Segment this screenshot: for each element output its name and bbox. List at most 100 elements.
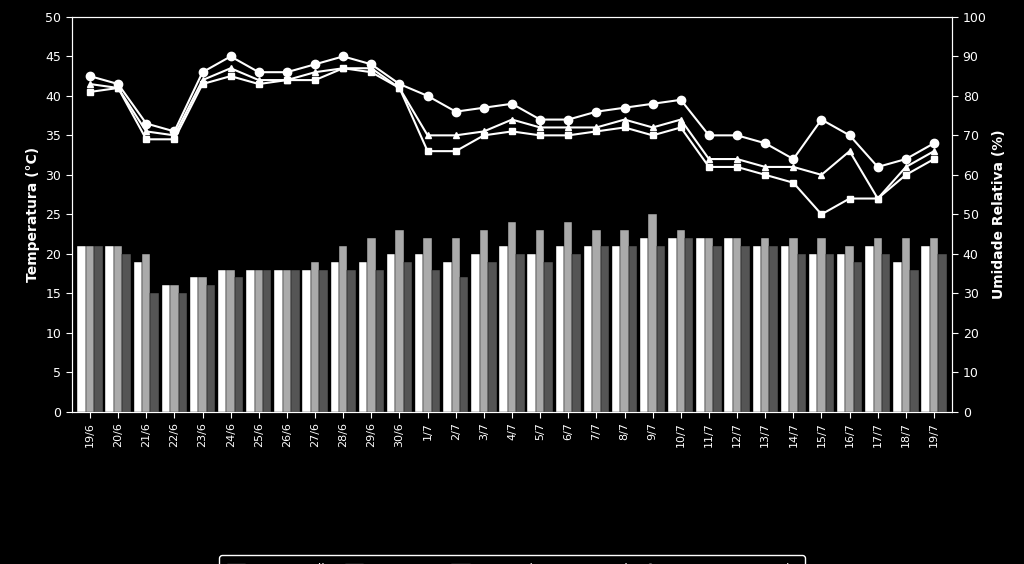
Bar xyxy=(246,270,255,412)
Bar xyxy=(545,262,553,412)
UR min xyxy=(337,65,349,72)
Bar xyxy=(769,246,778,412)
Bar xyxy=(488,262,497,412)
UR max xyxy=(675,96,687,103)
UR min xyxy=(224,73,237,80)
Bar xyxy=(508,222,516,412)
UR med xyxy=(534,124,546,131)
Legend: Temp. media, Temp. max, Temp. min, UR med, UR max, UR min: Temp. media, Temp. max, Temp. min, UR me… xyxy=(219,555,805,564)
UR min xyxy=(900,171,912,178)
UR med xyxy=(112,85,124,91)
UR max xyxy=(393,81,406,87)
UR min xyxy=(702,164,715,170)
UR med xyxy=(590,124,602,131)
UR max xyxy=(900,156,912,162)
Bar xyxy=(910,270,919,412)
Line: UR min: UR min xyxy=(87,65,937,217)
Bar xyxy=(668,238,677,412)
Bar xyxy=(443,262,452,412)
Bar xyxy=(592,230,601,412)
Bar xyxy=(142,254,151,412)
UR med xyxy=(281,77,293,83)
Bar xyxy=(696,238,705,412)
Bar xyxy=(713,246,722,412)
UR min xyxy=(562,132,574,139)
UR med xyxy=(366,65,378,72)
UR med xyxy=(702,156,715,162)
UR med xyxy=(506,116,518,123)
UR med xyxy=(140,128,153,135)
Bar xyxy=(601,246,609,412)
UR max xyxy=(562,116,574,123)
Bar xyxy=(226,270,234,412)
Bar xyxy=(460,277,468,412)
Bar xyxy=(612,246,621,412)
UR max xyxy=(646,100,658,107)
Bar xyxy=(648,214,657,412)
UR med xyxy=(393,85,406,91)
UR med xyxy=(871,195,884,202)
UR max xyxy=(309,61,322,68)
Bar xyxy=(798,254,806,412)
Bar xyxy=(358,262,367,412)
Bar xyxy=(500,246,508,412)
UR max xyxy=(253,69,265,76)
UR max xyxy=(759,140,771,147)
Bar xyxy=(395,230,403,412)
UR min xyxy=(393,85,406,91)
UR min xyxy=(84,89,96,95)
UR min xyxy=(478,132,490,139)
Bar xyxy=(255,270,263,412)
Bar xyxy=(556,246,564,412)
Bar xyxy=(415,254,423,412)
Bar xyxy=(94,246,102,412)
UR med xyxy=(618,116,631,123)
Bar xyxy=(234,277,244,412)
Bar xyxy=(685,238,693,412)
Y-axis label: Umidade Relativa (%): Umidade Relativa (%) xyxy=(992,130,1007,299)
Bar xyxy=(283,270,291,412)
UR min xyxy=(928,156,940,162)
Bar xyxy=(367,238,376,412)
UR min xyxy=(731,164,743,170)
UR max xyxy=(534,116,546,123)
Bar xyxy=(621,230,629,412)
UR max xyxy=(224,53,237,60)
UR med xyxy=(731,156,743,162)
UR med xyxy=(900,164,912,170)
UR min xyxy=(646,132,658,139)
UR min xyxy=(422,148,434,155)
UR med xyxy=(562,124,574,131)
Bar xyxy=(809,254,817,412)
Bar xyxy=(657,246,666,412)
UR max xyxy=(168,128,180,135)
Bar xyxy=(86,246,94,412)
UR med xyxy=(224,65,237,72)
Bar xyxy=(865,246,873,412)
Bar xyxy=(471,254,479,412)
UR max xyxy=(590,108,602,115)
UR med xyxy=(815,171,827,178)
Bar xyxy=(207,285,215,412)
UR max xyxy=(422,92,434,99)
Bar xyxy=(105,246,114,412)
Bar xyxy=(640,238,648,412)
UR min xyxy=(590,128,602,135)
Bar xyxy=(572,254,581,412)
Bar xyxy=(761,238,769,412)
Bar xyxy=(151,293,159,412)
UR med xyxy=(675,116,687,123)
UR max xyxy=(787,156,800,162)
Line: UR med: UR med xyxy=(86,65,938,202)
Bar xyxy=(376,270,384,412)
UR max xyxy=(478,104,490,111)
Bar xyxy=(274,270,283,412)
UR max xyxy=(197,69,209,76)
Bar xyxy=(724,238,733,412)
Bar xyxy=(846,246,854,412)
UR max xyxy=(702,132,715,139)
UR max xyxy=(815,116,827,123)
Bar xyxy=(741,246,750,412)
Bar xyxy=(291,270,300,412)
Bar xyxy=(536,230,545,412)
